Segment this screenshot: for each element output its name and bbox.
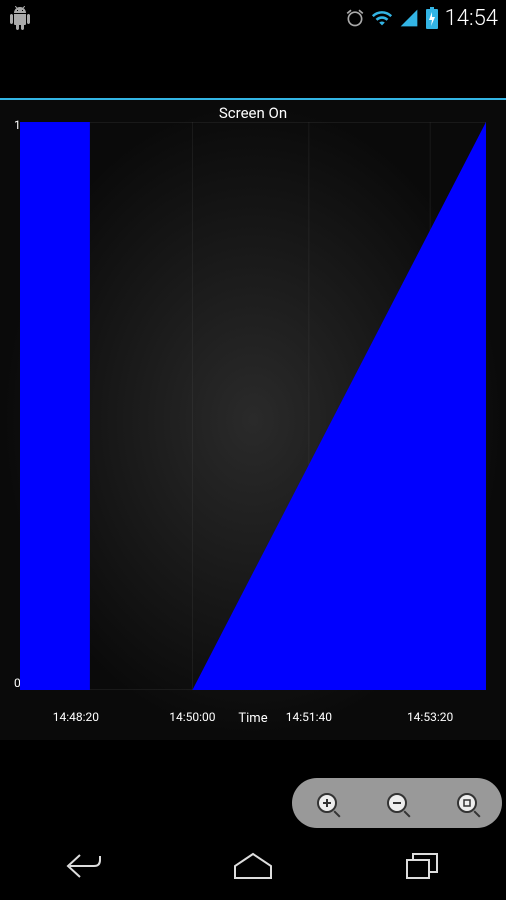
zoom-reset-button[interactable] xyxy=(457,793,477,813)
plot-area xyxy=(20,122,486,690)
chart-container[interactable]: Screen On 1 0 14:48:2014:50:0014:51:4014… xyxy=(0,100,506,740)
zoom-in-button[interactable] xyxy=(317,793,337,813)
wifi-icon xyxy=(371,7,393,29)
x-tick-label: 14:53:20 xyxy=(407,710,453,724)
zoom-out-button[interactable] xyxy=(387,793,407,813)
status-time: 14:54 xyxy=(445,6,498,31)
battery-icon xyxy=(425,7,439,29)
x-tick-label: 14:50:00 xyxy=(169,710,215,724)
recent-button[interactable] xyxy=(392,846,452,886)
zoom-panel xyxy=(292,778,502,828)
x-tick-label: 14:51:40 xyxy=(286,710,332,724)
home-button[interactable] xyxy=(223,846,283,886)
navigation-bar xyxy=(0,832,506,900)
back-button[interactable] xyxy=(54,846,114,886)
android-debug-icon xyxy=(8,6,32,30)
signal-icon xyxy=(399,8,419,28)
status-bar: 14:54 xyxy=(0,0,506,36)
alarm-icon xyxy=(345,8,365,28)
x-axis-title: Time xyxy=(238,711,267,726)
x-tick-label: 14:48:20 xyxy=(53,710,99,724)
app-header xyxy=(0,36,506,100)
